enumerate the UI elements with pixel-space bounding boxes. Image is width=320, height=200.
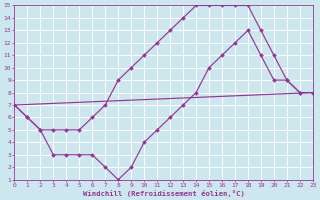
- X-axis label: Windchill (Refroidissement éolien,°C): Windchill (Refroidissement éolien,°C): [83, 190, 244, 197]
